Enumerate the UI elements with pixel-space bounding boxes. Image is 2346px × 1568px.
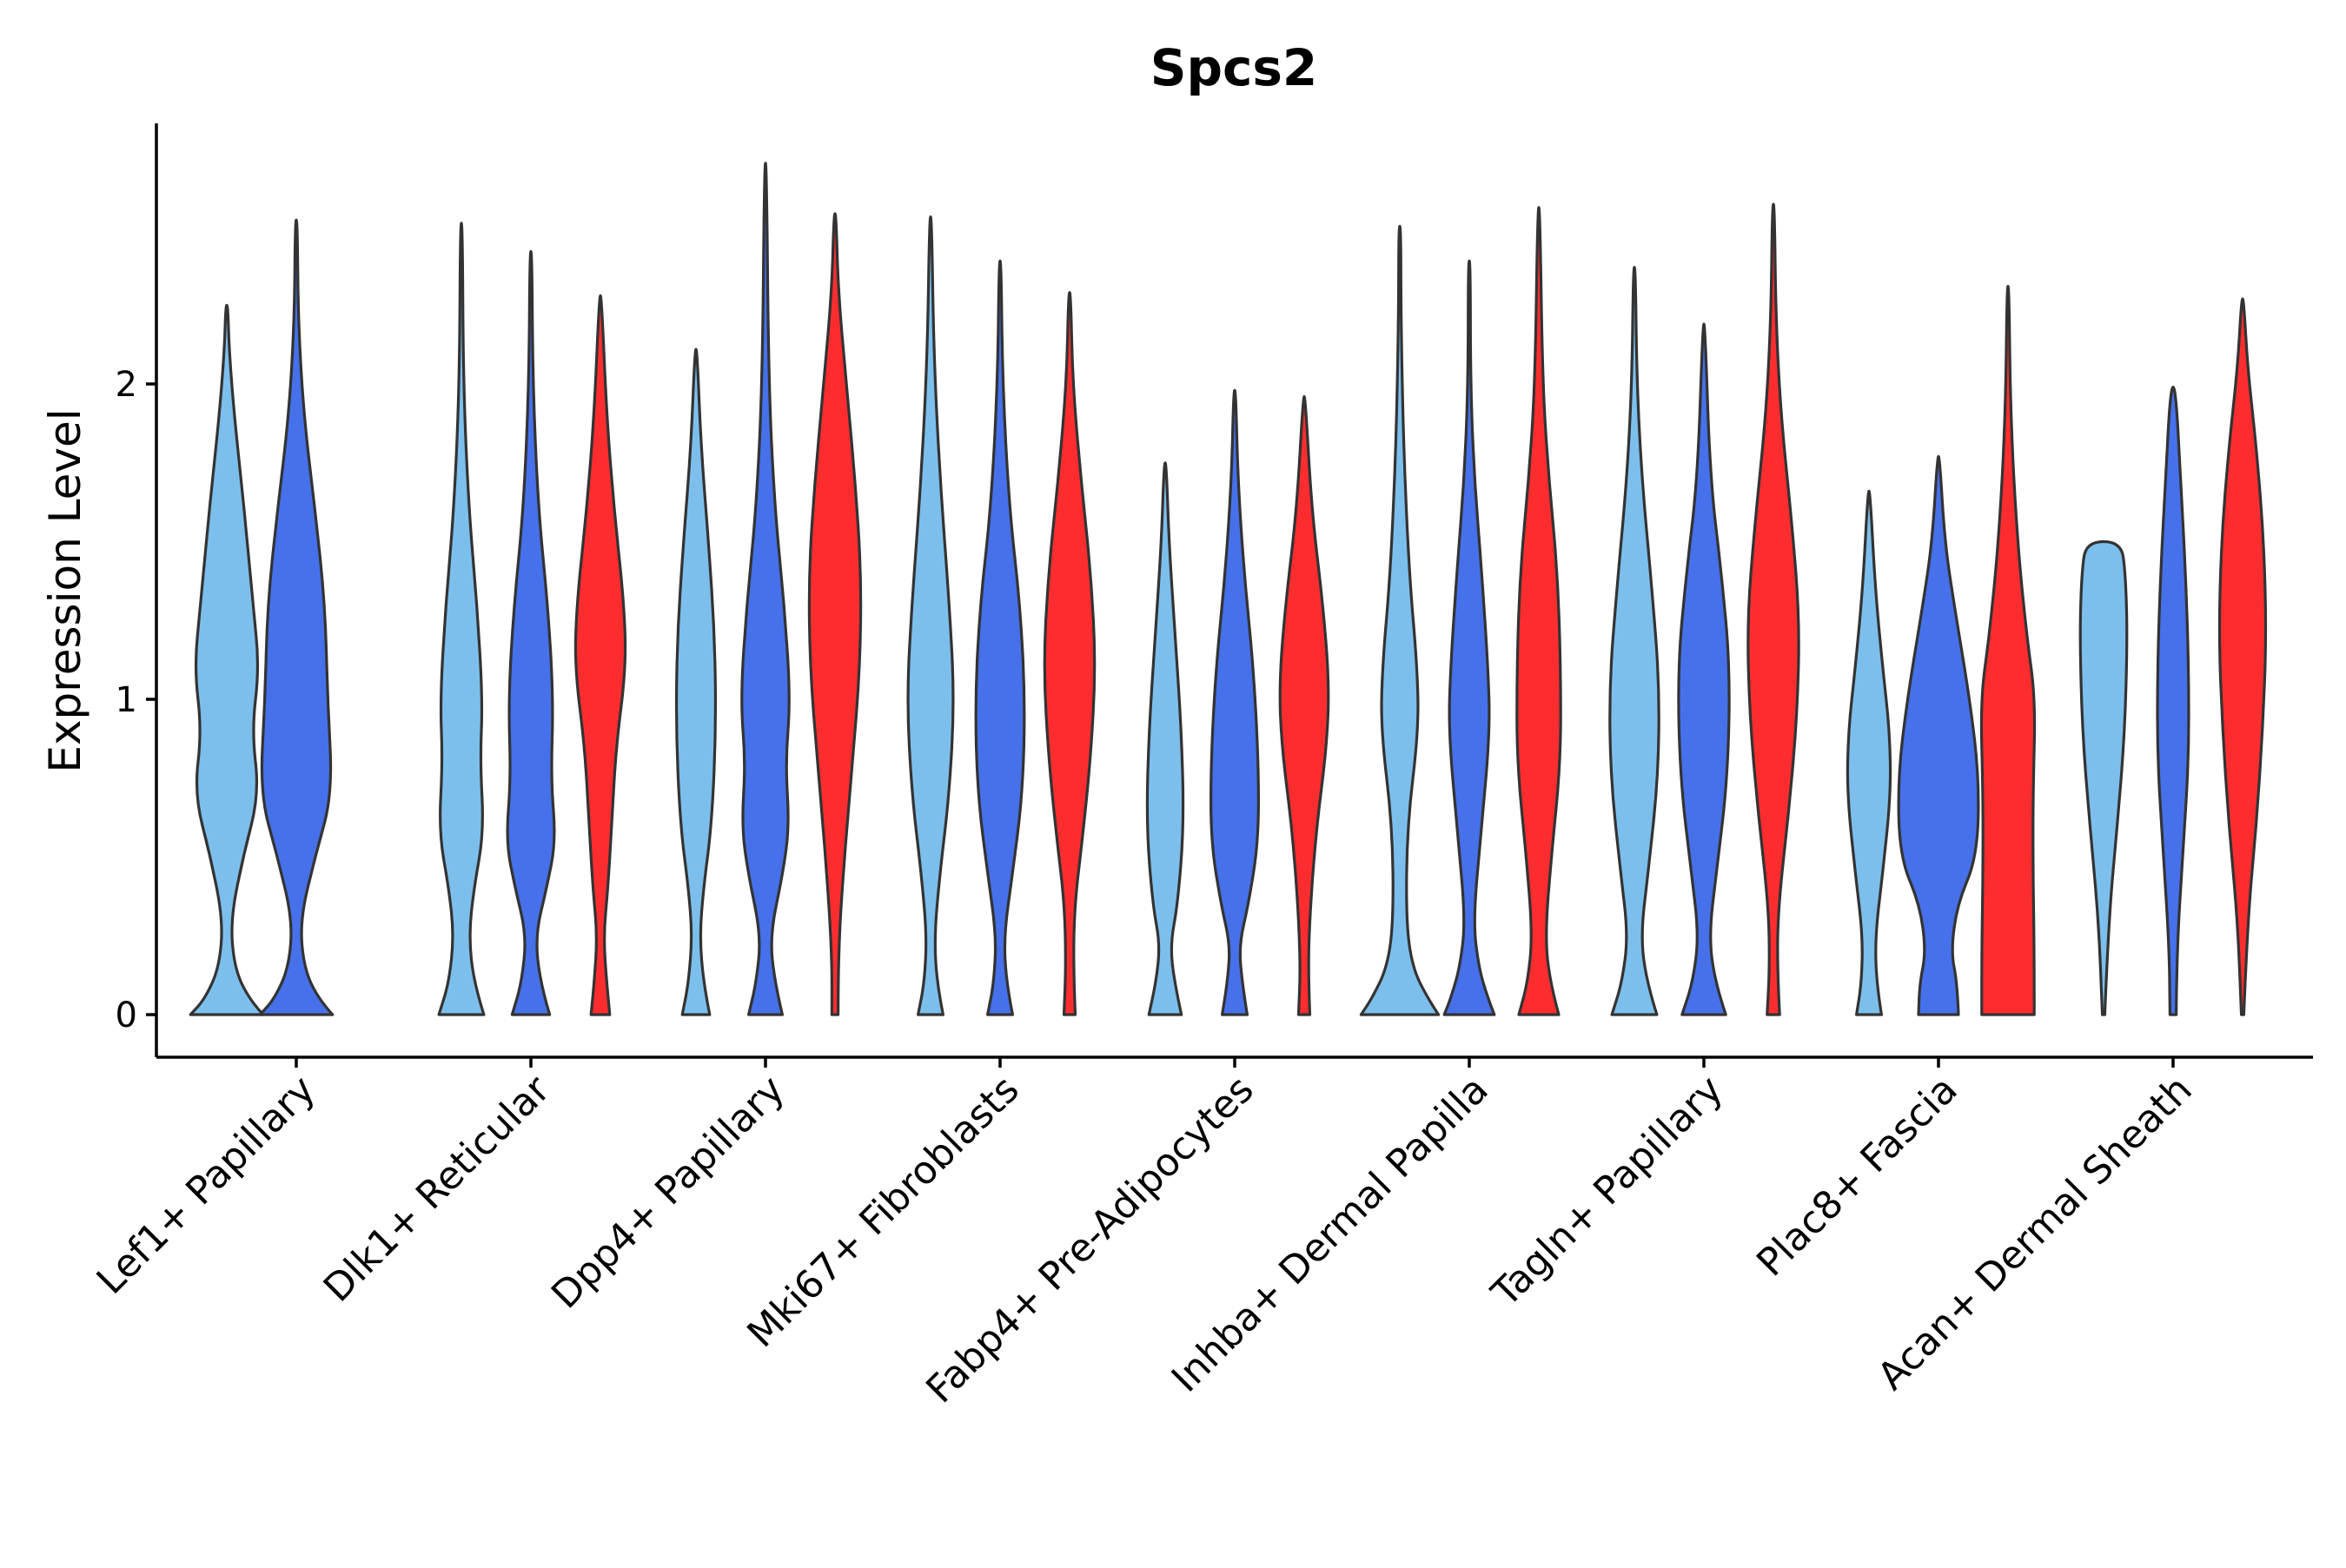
violin-7-group-1 [1608, 266, 1660, 1016]
violin-8-group-2 [1897, 454, 1980, 1016]
violin-5-group-3 [1278, 394, 1330, 1016]
x-tick-label: Tagln+ Papillary [1483, 1068, 1732, 1316]
violin-6-group-1 [1359, 224, 1441, 1016]
y-tick-label: 1 [116, 680, 137, 720]
y-ticks: 0 1 2 [116, 365, 156, 1035]
violin-2-group-1 [437, 222, 486, 1016]
y-tick-label: 0 [116, 996, 137, 1035]
violin-1-group-1 [189, 303, 265, 1016]
violins-layer [189, 162, 2268, 1016]
violin-9-group-3 [2217, 297, 2268, 1016]
x-tick-label: Dpp4+ Papillary [543, 1068, 793, 1318]
y-tick-label: 2 [116, 365, 137, 405]
violin-7-group-2 [1677, 322, 1731, 1016]
violin-4-group-3 [1043, 291, 1097, 1016]
violin-2-group-2 [506, 249, 556, 1016]
chart-title: Spcs2 [1150, 38, 1318, 97]
violin-7-group-3 [1746, 202, 1800, 1016]
violin-3-group-3 [807, 212, 863, 1016]
violin-9-group-2 [2156, 386, 2190, 1016]
violin-4-group-1 [906, 215, 955, 1016]
violin-8-group-3 [1979, 284, 2037, 1016]
violin-6-group-3 [1515, 206, 1562, 1016]
violin-6-group-2 [1442, 259, 1496, 1016]
violin-1-group-2 [258, 218, 335, 1016]
x-tick-label: Dlk1+ Reticular [315, 1067, 560, 1311]
x-tick-label: Lef1+ Papillary [89, 1068, 324, 1303]
violin-5-group-1 [1145, 461, 1185, 1016]
y-axis-label: Expression Level [40, 408, 90, 772]
violin-3-group-1 [674, 347, 718, 1016]
x-tick-label: Plac8+ Fascia [1748, 1068, 1966, 1286]
violin-9-group-1 [2078, 539, 2129, 1016]
violin-8-group-1 [1846, 489, 1892, 1016]
violin-2-group-3 [573, 294, 627, 1016]
violin-3-group-2 [740, 162, 791, 1016]
violin-5-group-2 [1209, 388, 1260, 1016]
violin-4-group-2 [974, 259, 1026, 1016]
